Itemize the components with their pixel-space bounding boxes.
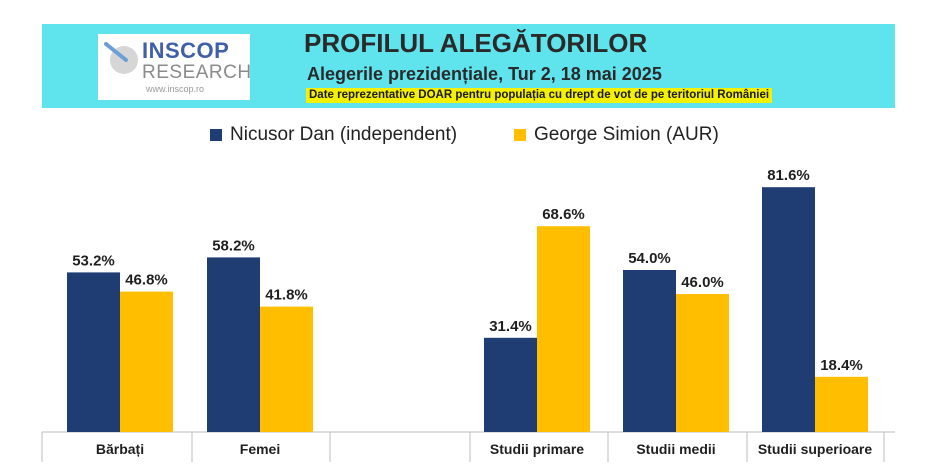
category-label-4: Studii medii [636,441,715,457]
legend-swatch-series-2 [514,129,526,141]
bar-series-1-0 [67,272,120,432]
logo-url: www.inscop.ro [146,84,205,94]
data-label-series-1-3: 31.4% [489,318,532,335]
legend-item-series-1: Nicusor Dan (independent) [210,124,457,146]
data-label-series-2-0: 46.8% [125,272,168,289]
logo-text-inscop: INSCOP [142,38,230,63]
bar-series-2-5 [815,376,868,432]
bar-series-1-1 [207,257,260,432]
logo-text-research: RESEARCH [142,62,252,83]
category-label-1: Femei [240,441,280,457]
chart-legend: Nicusor Dan (independent) George Simion … [0,124,930,150]
legend-label-series-1: Nicusor Dan (independent) [230,124,458,145]
header-banner: INSCOP RESEARCH www.inscop.ro PROFILUL A… [42,24,895,108]
page-title: PROFILUL ALEGĂTORILOR [304,28,648,58]
legend-swatch-series-1 [210,129,222,141]
data-label-series-1-5: 81.6% [767,167,810,184]
legend-item-series-2: George Simion (AUR) [514,124,719,146]
category-label-5: Studii superioare [758,441,873,457]
bar-series-2-1 [260,306,313,432]
legend-label-series-2: George Simion (AUR) [534,124,719,145]
data-label-series-2-4: 46.0% [681,274,724,291]
bar-series-2-3 [537,226,590,432]
inscop-logo: INSCOP RESEARCH www.inscop.ro [98,34,252,100]
bar-series-1-4 [623,270,676,432]
data-note: Date reprezentative DOAR pentru populați… [306,88,773,103]
bar-series-2-0 [120,291,173,432]
page-subtitle: Alegerile prezidențiale, Tur 2, 18 mai 2… [307,64,662,84]
logo-emblem-icon [104,42,138,74]
bar-series-1-3 [484,337,537,432]
bar-series-1-5 [762,187,815,432]
data-label-series-1-1: 58.2% [212,237,255,254]
category-label-0: Bărbați [96,441,144,457]
data-label-series-2-5: 18.4% [820,357,863,374]
category-label-3: Studii primare [490,441,584,457]
bar-series-2-4 [676,294,729,432]
data-label-series-1-0: 53.2% [72,252,115,269]
data-label-series-2-3: 68.6% [542,206,585,223]
data-label-series-2-1: 41.8% [265,287,308,304]
data-label-series-1-4: 54.0% [628,250,671,267]
